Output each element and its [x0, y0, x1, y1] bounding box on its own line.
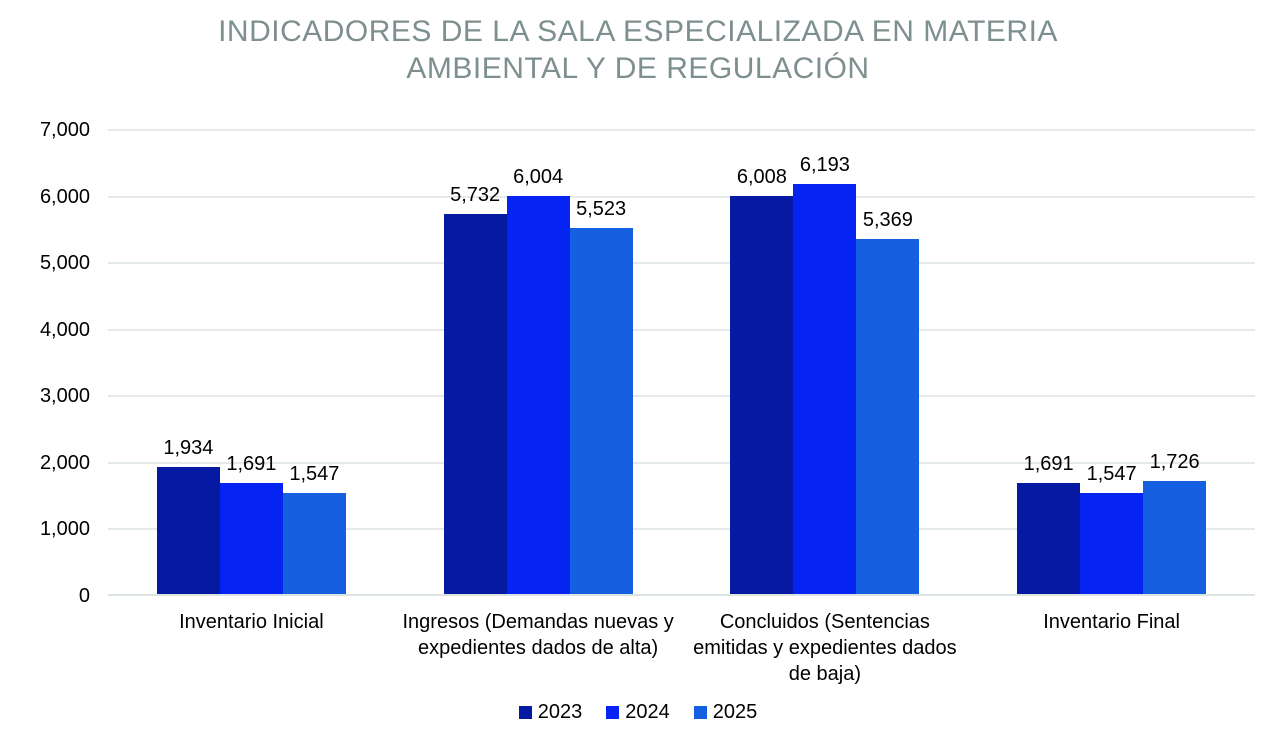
x-category-label-4: Inventario Final	[1043, 611, 1180, 633]
y-tick-label: 6,000	[39, 185, 90, 208]
bar-value-label: 1,547	[1086, 463, 1137, 486]
y-tick-label: 5,000	[39, 252, 90, 275]
y-tick-label: 0	[78, 585, 90, 607]
bar-group-3: 6,008 6,193 5,369	[682, 130, 969, 596]
bar-2025-category-1: 1,547	[282, 463, 346, 596]
chart-title: INDICADORES DE LA SALA ESPECIALIZADA EN …	[218, 15, 1058, 85]
legend-item-2023: 2023	[518, 701, 583, 724]
bar-2023-category-1: 1,934	[156, 437, 220, 596]
x-category-label-3: Concluidos (Sentencias emitidas y expedi…	[693, 611, 957, 685]
x-category-label-1: Inventario Inicial	[179, 611, 324, 633]
bar-value-label: 1,547	[289, 463, 340, 486]
bar-value-label: 1,934	[163, 437, 214, 460]
gridline	[108, 528, 1255, 531]
legend-swatch-icon	[606, 706, 620, 719]
y-tick-label: 1,000	[39, 518, 90, 541]
bar-value-label: 1,726	[1149, 451, 1200, 474]
bar-value-label: 5,523	[576, 198, 627, 221]
legend-label: 2025	[712, 701, 758, 723]
bar-value-label: 1,691	[1023, 453, 1074, 476]
legend-item-2025: 2025	[693, 701, 758, 724]
bar-2023-category-2: 5,732	[443, 184, 507, 596]
y-tick-label: 3,000	[39, 385, 90, 408]
gridline	[108, 461, 1255, 464]
bar-group-2: 5,732 6,004 5,523	[395, 130, 682, 596]
bar-value-label: 6,193	[799, 153, 850, 176]
bar-group-1: 1,934 1,691 1,547	[108, 130, 395, 596]
x-axis-line	[108, 594, 1255, 596]
legend: 2023 2024 2025	[0, 701, 1276, 724]
bar-2023-category-3: 6,008	[730, 166, 794, 596]
bar-2025-category-2: 5,523	[569, 198, 633, 596]
gridline	[108, 262, 1255, 265]
y-tick-label: 7,000	[39, 119, 90, 141]
x-category-label-2: Ingresos (Demandas nuevas y expedientes …	[402, 611, 674, 659]
bar-value-label: 5,369	[862, 208, 913, 231]
y-tick-label: 2,000	[39, 451, 90, 474]
bar-value-label: 6,008	[736, 166, 787, 189]
legend-swatch-icon	[693, 706, 707, 719]
bar-value-label: 5,732	[450, 184, 501, 207]
bar-value-label: 6,004	[513, 166, 564, 189]
legend-item-2024: 2024	[606, 701, 670, 724]
bar-2023-category-4: 1,691	[1017, 453, 1081, 596]
bar-value-label: 1,691	[226, 453, 277, 476]
gridline	[108, 395, 1255, 398]
bar-2024-category-2: 6,004	[506, 166, 570, 596]
x-axis: Inventario Inicial Ingresos (Demandas nue…	[108, 609, 1255, 687]
legend-swatch-icon	[518, 706, 532, 719]
y-axis: 0 1,000 2,000 3,000 4,000 5,000 6,000 7,000	[0, 119, 90, 607]
gridline	[108, 195, 1255, 198]
bar-2024-category-3: 6,193	[793, 154, 857, 596]
plot-area: 1,934 1,691 1,547 5,732 6,004 5,523 6,008 6,193…	[108, 129, 1255, 596]
bar-2024-category-4: 1,547	[1080, 463, 1144, 596]
gridline	[108, 129, 1255, 131]
bar-2025-category-3: 5,369	[856, 209, 920, 596]
legend-label: 2023	[537, 701, 583, 723]
bar-2024-category-1: 1,691	[219, 453, 283, 596]
gridline	[108, 328, 1255, 331]
bar-group-4: 1,691 1,547 1,726	[968, 130, 1255, 596]
legend-label: 2024	[625, 701, 670, 723]
y-tick-label: 4,000	[39, 318, 90, 341]
bar-2025-category-4: 1,726	[1143, 451, 1207, 596]
